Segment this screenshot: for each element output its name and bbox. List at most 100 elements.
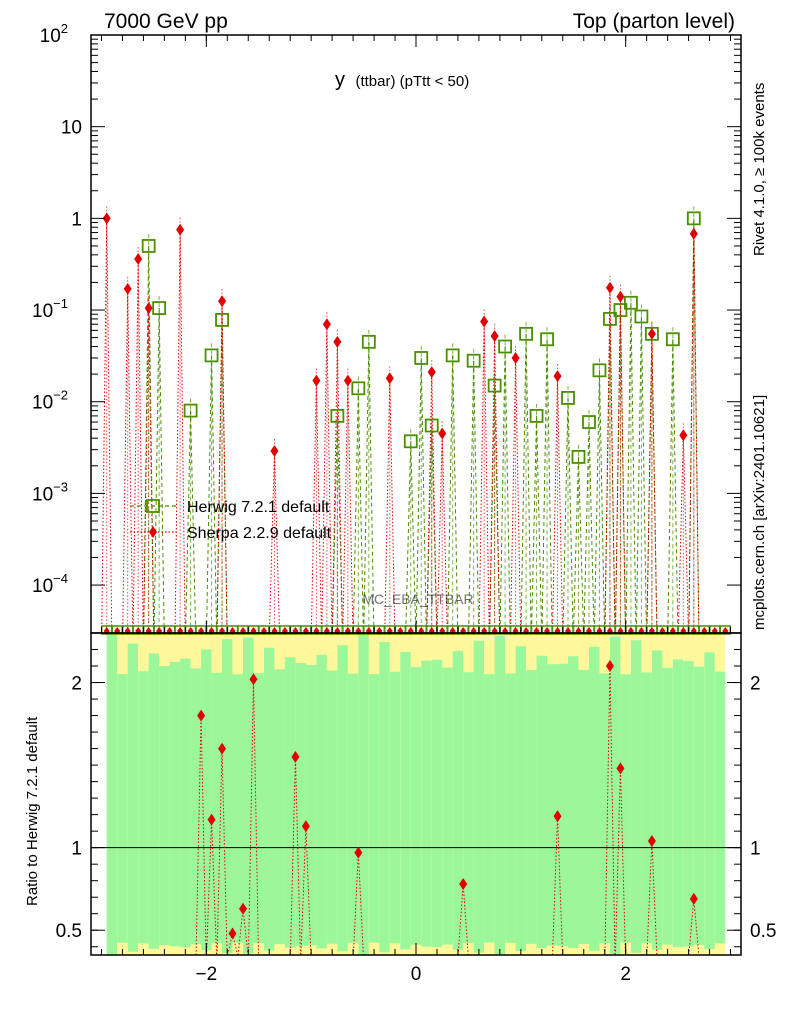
ratio-line (462, 883, 469, 956)
ratio-band-green (536, 655, 548, 949)
herwig-point (603, 312, 617, 326)
herwig-line (206, 355, 213, 632)
sherpa-point (679, 429, 688, 442)
ratio-line (688, 898, 695, 956)
ratio-y-tick-label-left: 2 (71, 674, 82, 695)
herwig-line (520, 333, 527, 632)
herwig-point (498, 339, 513, 354)
ratio-y-tick-label-right: 0.5 (750, 921, 776, 942)
x-tick-label: 2 (620, 964, 631, 985)
ratio-y-label: Ratio to Herwig 7.2.1 default (24, 716, 41, 906)
ratio-band-green (442, 667, 453, 945)
ratio-line (357, 852, 364, 956)
sherpa-line (132, 259, 139, 632)
sherpa-point (102, 212, 111, 225)
ratio-band-green (295, 663, 306, 946)
herwig-point (624, 295, 638, 310)
ratio-line (253, 679, 259, 956)
herwig-line (614, 310, 621, 632)
ratio-band-green (620, 674, 631, 943)
ratio-band-green (127, 643, 139, 952)
sherpa-point (480, 315, 489, 328)
legend: Herwig 7.2.1 default Sherpa 2.2.9 defaul… (130, 499, 332, 542)
y-tick-label: 10−1 (32, 296, 68, 322)
ratio-band-green (284, 657, 296, 948)
herwig-point (529, 409, 544, 423)
legend-herwig-marker (146, 499, 160, 513)
ratio-point (616, 762, 625, 775)
ratio-band-green (190, 668, 202, 945)
sherpa-line (122, 288, 129, 632)
herwig-point (540, 332, 554, 347)
ratio-line (693, 898, 700, 956)
sherpa-line (389, 378, 396, 632)
sherpa-line (483, 321, 490, 632)
y-tick-base: 10 (61, 118, 82, 139)
herwig-line (635, 316, 642, 632)
ratio-line (352, 852, 359, 956)
herwig-point (414, 351, 429, 365)
sherpa-point (270, 444, 279, 457)
herwig-point (582, 415, 596, 429)
legend-herwig-label: Herwig 7.2.1 default (187, 499, 330, 516)
herwig-line (468, 360, 475, 632)
ratio-point (218, 742, 227, 755)
sherpa-line (489, 336, 496, 632)
y-tick-base: 10 (32, 576, 53, 597)
ratio-band-green (347, 673, 359, 943)
herwig-point (519, 326, 533, 341)
ratio-band-green (169, 661, 181, 947)
herwig-line (567, 397, 574, 632)
ratio-line (300, 826, 307, 956)
sherpa-point (176, 223, 185, 236)
ratio-point (239, 902, 248, 915)
y-tick-exponent: −2 (53, 388, 68, 403)
herwig-line (420, 357, 427, 632)
plot-title: y (ttbar) (pTtt < 50) (335, 69, 469, 91)
herwig-line (190, 410, 197, 632)
sherpa-line (557, 376, 564, 632)
ratio-line (248, 679, 254, 956)
sherpa-point (322, 318, 331, 331)
ratio-band-green (714, 671, 726, 944)
herwig-line (536, 415, 543, 632)
ratio-point (197, 709, 206, 722)
herwig-line (473, 360, 480, 632)
watermark: MC_EBA_TTBAR (362, 591, 473, 607)
ratio-line (604, 666, 611, 956)
ratio-band-green (106, 633, 118, 955)
ratio-band-green (452, 650, 464, 950)
herwig-line (541, 339, 548, 632)
ratio-line (646, 841, 653, 956)
ratio-line (237, 908, 244, 956)
herwig-line (693, 218, 700, 632)
sherpa-line (143, 308, 150, 632)
herwig-line (357, 388, 364, 632)
ratio-point (207, 813, 216, 826)
ratio-line (289, 756, 296, 956)
herwig-line (672, 339, 679, 632)
ratio-band-green (505, 673, 516, 943)
ratio-band-green (337, 645, 348, 952)
plot-title-main: y (335, 69, 345, 91)
ratio-band-green (683, 661, 694, 947)
sherpa-line (436, 433, 443, 632)
ratio-line (609, 666, 616, 956)
herwig-point (330, 409, 345, 423)
header-left: 7000 GeV pp (104, 10, 228, 33)
sherpa-point (689, 227, 698, 240)
herwig-point (424, 418, 439, 433)
herwig-line (562, 397, 569, 632)
sherpa-point (218, 295, 227, 308)
herwig-line (415, 357, 422, 632)
ratio-band-green (578, 669, 589, 944)
ratio-band-green (368, 674, 380, 943)
ratio-band-green (630, 640, 642, 953)
y-tick-exponent: −3 (53, 479, 68, 494)
ratio-band-green (263, 647, 275, 951)
ratio-point (459, 877, 468, 890)
ratio-line (294, 756, 301, 956)
herwig-line (525, 333, 532, 632)
herwig-line (221, 319, 228, 632)
